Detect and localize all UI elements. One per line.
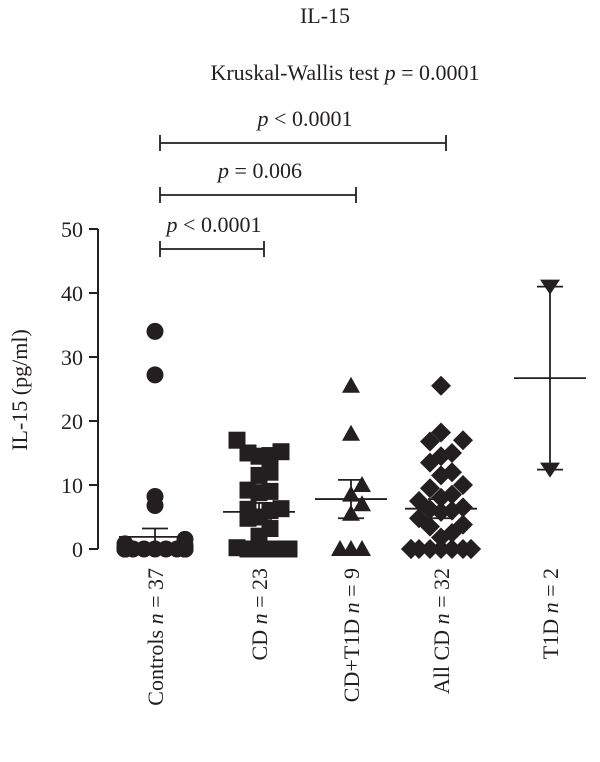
y-tick-label: 20 [61, 409, 83, 434]
data-point-square [228, 431, 246, 449]
x-label-n-value: = 9 [339, 568, 364, 602]
data-point-square [228, 539, 246, 557]
group-cd-t1d [315, 376, 387, 556]
data-point-diamond [431, 375, 451, 396]
chart-title: IL-15 [300, 3, 350, 28]
data-point-circle [146, 366, 164, 384]
p-value-label: p = 0.006 [216, 158, 302, 183]
data-point-diamond [409, 491, 429, 511]
data-point-triangle-up [331, 540, 349, 556]
x-axis-labels: Controls n = 37 CD n = 23 CD+T1D n = 9 All … [143, 568, 563, 706]
y-tick-label: 50 [61, 217, 83, 242]
x-tick-label: CD+T1D n = 9 [339, 568, 364, 702]
data-point-diamond [442, 462, 462, 483]
data-point-square [261, 482, 279, 500]
data-point-diamond [461, 539, 481, 559]
x-label-n-symbol: n [143, 613, 168, 624]
comparison-bracket: p < 0.0001 [159, 106, 447, 151]
data-point-diamond [401, 539, 421, 559]
x-tick-label: All CD n = 32 [429, 568, 454, 694]
x-label-name: CD+T1D [339, 613, 364, 702]
data-point-square [272, 500, 290, 518]
group-controls [116, 322, 194, 558]
group-all-cd [401, 375, 481, 559]
data-point-circle [176, 530, 194, 548]
x-label-n-symbol: n [429, 613, 454, 624]
comparison-bracket: p < 0.0001 [159, 212, 265, 257]
data-point-diamond [453, 475, 473, 495]
p-value: < 0.0001 [178, 212, 262, 237]
y-tick-label: 30 [61, 345, 83, 370]
p-value-label: p < 0.0001 [165, 212, 262, 237]
data-point-diamond [453, 430, 473, 451]
x-label-name: T1D [538, 613, 563, 659]
data-point-triangle-up [342, 424, 360, 441]
data-point-square [272, 443, 290, 461]
data-point-diamond [442, 539, 462, 559]
x-label-name: Controls [143, 624, 168, 705]
subtitle-prefix: Kruskal-Wallis test [210, 60, 384, 85]
data-point-diamond [453, 497, 473, 518]
p-value: = 0.006 [229, 158, 302, 183]
subtitle-p-symbol: p [383, 60, 396, 85]
p-symbol: p [216, 158, 229, 183]
chart-subtitle: Kruskal-Wallis test p = 0.0001 [210, 60, 479, 85]
x-label-n-symbol: n [339, 602, 364, 613]
y-axis: 0 10 20 30 40 50 [61, 217, 99, 562]
x-tick-label: Controls n = 37 [143, 568, 168, 706]
comparison-bracket: p = 0.006 [159, 158, 357, 203]
x-label-n-value: = 23 [247, 568, 272, 613]
data-point-triangle-up [353, 495, 371, 512]
data-point-square [261, 463, 279, 481]
x-tick-label: CD n = 23 [247, 568, 272, 660]
group-t1d [514, 279, 586, 478]
data-point-diamond [431, 422, 451, 443]
p-symbol: p [256, 106, 269, 131]
data-point-diamond [453, 514, 473, 535]
data-point-triangle-up [353, 476, 371, 492]
data-point-triangle-up [353, 540, 371, 556]
data-point-diamond [420, 539, 440, 559]
data-point-diamond [442, 443, 462, 463]
x-tick-label: T1D n = 2 [538, 568, 563, 659]
x-label-n-value: = 2 [538, 568, 563, 602]
data-point-square [239, 481, 257, 499]
data-point-circle [116, 540, 134, 558]
x-label-n-value: = 32 [429, 568, 454, 613]
data-point-triangle-up [342, 376, 360, 393]
x-label-n-symbol: n [247, 613, 272, 624]
p-value: < 0.0001 [269, 106, 353, 131]
p-value-label: p < 0.0001 [256, 106, 353, 131]
subtitle-value: = 0.0001 [396, 60, 480, 85]
y-tick-label: 10 [61, 473, 83, 498]
data-point-circle [146, 488, 164, 506]
data-point-diamond [431, 539, 451, 559]
data-point-square [280, 540, 298, 558]
x-label-name: CD [247, 624, 272, 660]
y-axis-label: IL-15 (pg/ml) [7, 329, 32, 451]
data-point-diamond [420, 478, 440, 499]
data-groups [116, 279, 586, 559]
x-label-name: All CD [429, 624, 454, 694]
data-point-circle [146, 322, 164, 340]
p-symbol: p [165, 212, 178, 237]
y-tick-label: 0 [72, 537, 83, 562]
y-tick-label: 40 [61, 281, 83, 306]
data-point-square [239, 444, 257, 462]
group-cd [223, 431, 298, 558]
x-label-n-symbol: n [538, 602, 563, 613]
x-label-n-value: = 37 [143, 568, 168, 613]
data-point-square [239, 500, 257, 518]
